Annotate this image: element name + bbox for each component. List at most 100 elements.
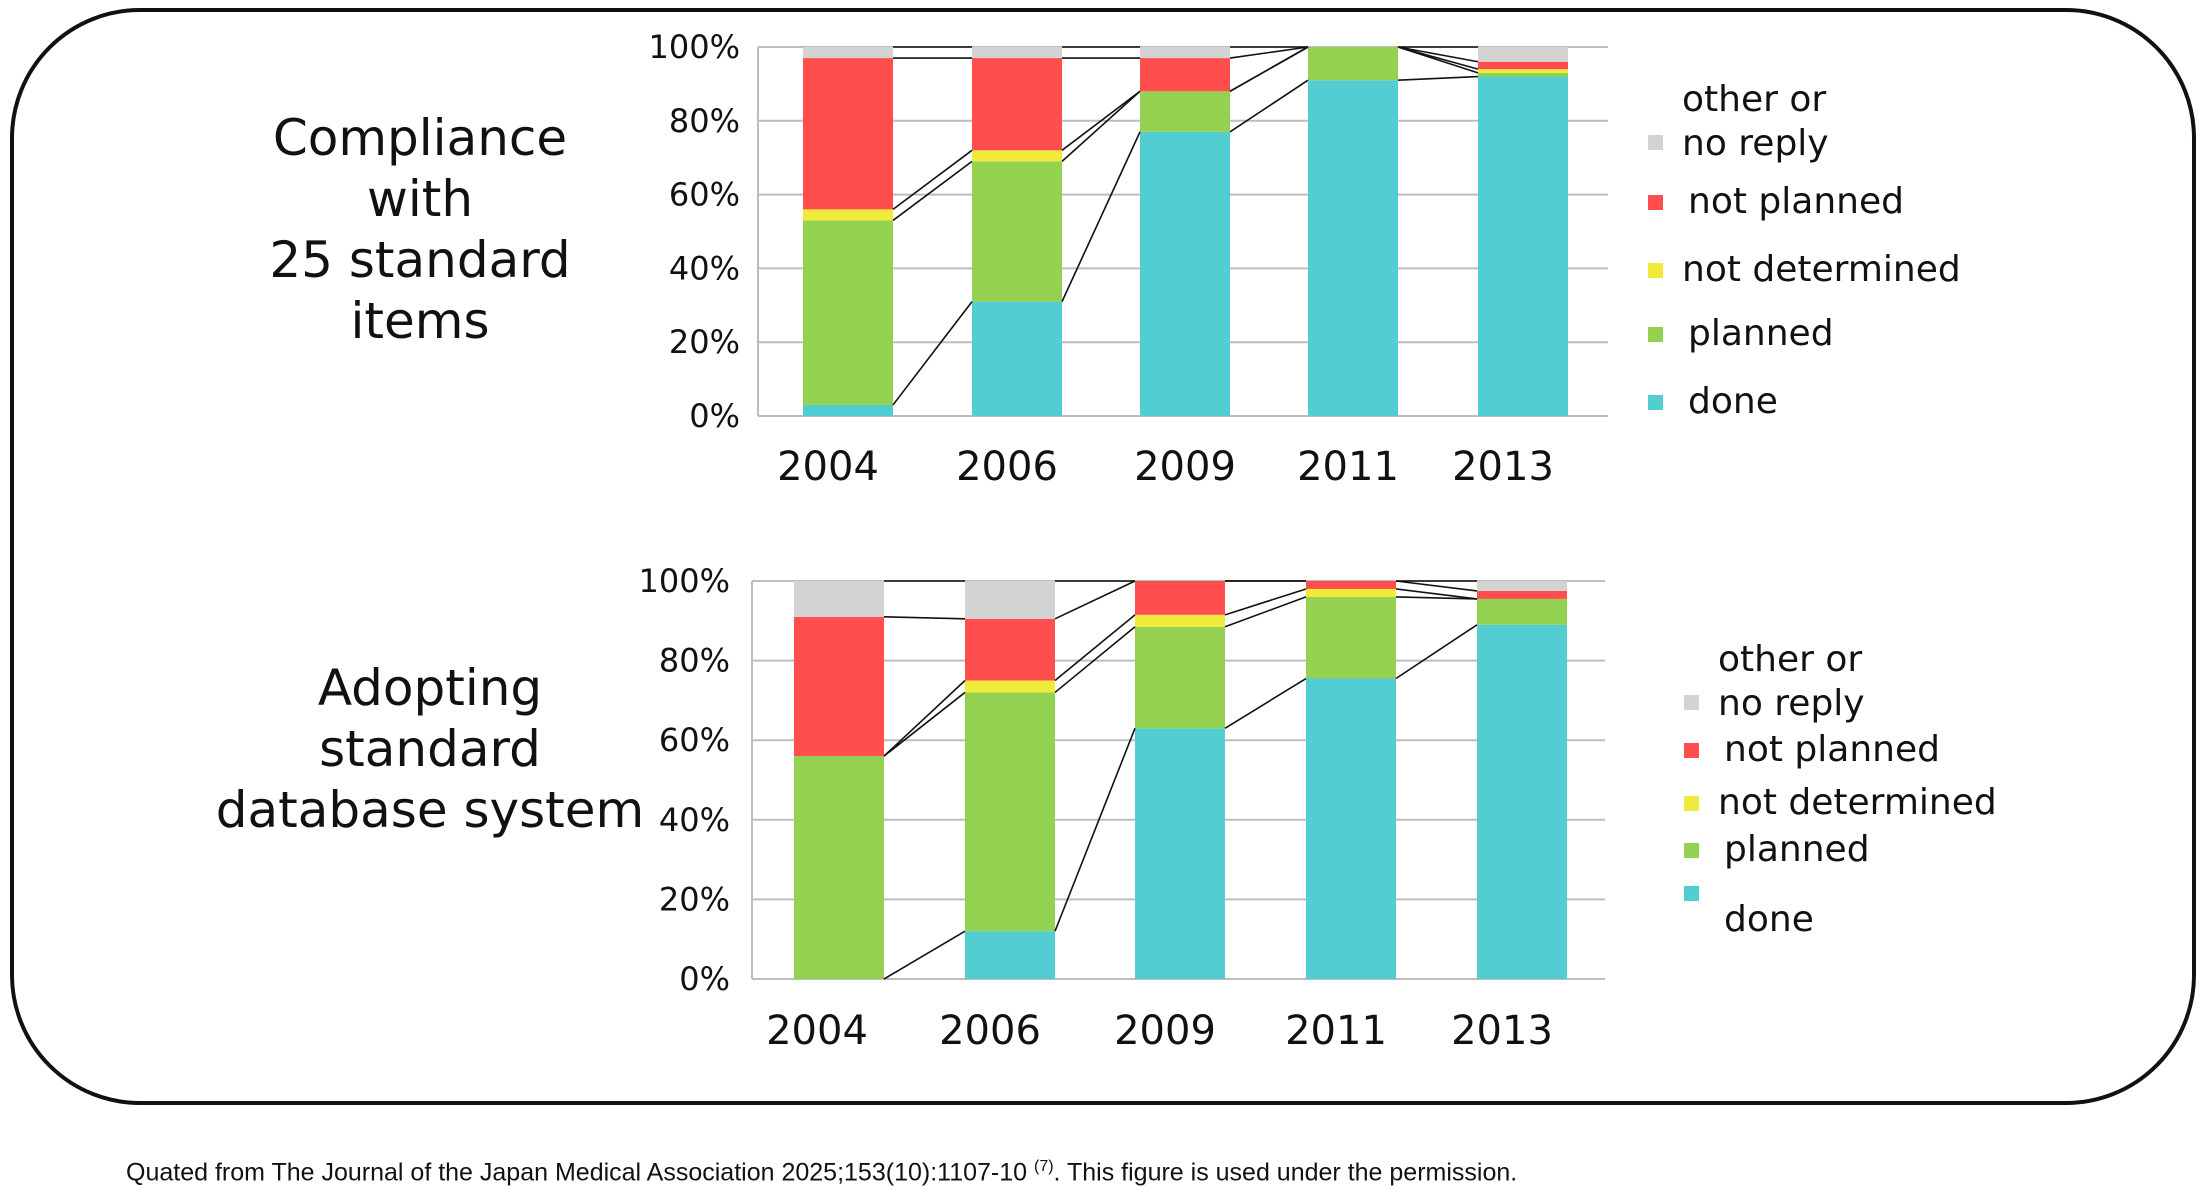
connector-line <box>1229 46 1309 92</box>
x-tick-label: 2004 <box>777 444 879 490</box>
chart1-title: Compliance with 25 standard items <box>220 108 620 352</box>
y-tick-label: 20% <box>659 880 730 918</box>
legend-swatch <box>1648 195 1663 210</box>
bar-segment-not-planned <box>1478 61 1568 70</box>
y-tick-label: 0% <box>689 397 740 435</box>
x-tick-label: 2006 <box>939 1008 1041 1054</box>
connector-line <box>1395 596 1478 600</box>
bar-segment-done <box>1477 624 1567 979</box>
bar-segment-not-planned <box>1135 581 1225 615</box>
legend-label: not planned <box>1724 729 1940 770</box>
bar-segment-planned <box>1478 72 1568 77</box>
legend-swatch <box>1684 796 1699 811</box>
x-tick-label: 2009 <box>1134 444 1236 490</box>
chart1-title-line: 25 standard <box>269 231 571 289</box>
legend-label: not determined <box>1682 249 1961 290</box>
legend-label: done <box>1724 899 1814 940</box>
connector-line <box>892 149 973 211</box>
legend-label-line: no reply <box>1682 123 1829 164</box>
legend-label-line: other or <box>1682 79 1827 120</box>
x-tick-label: 2009 <box>1114 1008 1216 1054</box>
figure-frame <box>10 8 2196 1105</box>
y-tick-label: 100% <box>649 28 740 66</box>
bar-segment-planned <box>1306 596 1396 679</box>
y-tick-label: 40% <box>669 249 740 287</box>
connector-line <box>1229 79 1309 133</box>
bar-segment-not-planned <box>965 618 1055 681</box>
legend-label: not planned <box>1688 181 1904 222</box>
legend-label: planned <box>1724 829 1870 870</box>
bar-segment-done <box>1308 80 1398 417</box>
bar-segment-not-determined <box>965 680 1055 693</box>
bar-segment-not-determined <box>1306 588 1396 597</box>
legend-swatch <box>1684 843 1699 858</box>
y-tick-label: 20% <box>669 323 740 361</box>
connector-line <box>1224 588 1307 616</box>
legend-label-line: no reply <box>1718 683 1865 724</box>
bar-segment-done <box>1478 76 1568 417</box>
y-tick-label: 80% <box>669 102 740 140</box>
bar-segment-not-planned <box>1306 581 1396 589</box>
legend-swatch <box>1684 743 1699 758</box>
connector-line <box>892 301 973 406</box>
bar-segment-other-or-no-reply <box>972 47 1062 59</box>
bar-segment-not-planned <box>1477 590 1567 599</box>
connector-line <box>883 691 966 757</box>
x-tick-label: 2004 <box>766 1008 868 1054</box>
chart2-title-line: standard <box>319 720 541 778</box>
connector-line <box>1397 46 1479 70</box>
x-tick-label: 2013 <box>1451 1008 1553 1054</box>
bar-segment-not-determined <box>803 209 893 221</box>
connector-line <box>1224 677 1307 729</box>
connector-line <box>1397 46 1479 63</box>
x-tick-label: 2011 <box>1297 444 1399 490</box>
connector-line <box>1061 131 1141 302</box>
y-tick-label: 100% <box>639 562 730 600</box>
bar-segment-planned <box>972 161 1062 302</box>
bar-segment-not-planned <box>794 616 884 757</box>
credit-text: Quated from The Journal of the Japan Med… <box>126 1158 1034 1187</box>
y-tick-label: 60% <box>669 176 740 214</box>
bar-segment-not-determined <box>1135 614 1225 627</box>
connector-line <box>1224 596 1307 628</box>
bar-segment-not-determined <box>1478 69 1568 73</box>
credit-ref: (7) <box>1033 1158 1054 1175</box>
y-tick-label: 60% <box>659 721 730 759</box>
x-tick-label: 2011 <box>1285 1008 1387 1054</box>
connector-line <box>1061 90 1141 162</box>
bar-segment-planned <box>1477 598 1567 625</box>
connector-line <box>883 616 966 620</box>
legend-swatch <box>1684 695 1699 710</box>
connector-line <box>1395 580 1478 592</box>
bar-segment-not-planned <box>972 58 1062 151</box>
bar-segment-not-planned <box>803 58 893 210</box>
legend-swatch <box>1684 886 1699 901</box>
legend-swatch <box>1648 135 1663 150</box>
connector-line <box>1397 75 1479 82</box>
connector-line <box>883 930 966 980</box>
bar-segment-other-or-no-reply <box>803 47 893 59</box>
connector-line <box>1054 614 1136 682</box>
y-tick-label: 80% <box>659 642 730 680</box>
bar-segment-done <box>1140 131 1230 416</box>
connector-line <box>1395 624 1478 680</box>
connector-line <box>1229 46 1309 59</box>
bar-segment-done <box>803 404 893 416</box>
legend-swatch <box>1648 395 1663 410</box>
connector-line <box>1054 727 1136 932</box>
legend-label-line: other or <box>1718 639 1863 680</box>
connector-line <box>883 679 966 757</box>
connector-line <box>1054 580 1136 620</box>
chart2-title-line: database system <box>215 781 645 839</box>
chart1-title-line: items <box>350 292 490 350</box>
legend-swatch <box>1648 263 1663 278</box>
x-tick-label: 2006 <box>956 444 1058 490</box>
legend-label: planned <box>1688 313 1834 354</box>
legend-label: not determined <box>1718 782 1997 823</box>
bar-segment-not-planned <box>1140 58 1230 92</box>
bar-segment-done <box>972 301 1062 416</box>
x-tick-label: 2013 <box>1452 444 1554 490</box>
connector-line <box>1061 90 1141 151</box>
